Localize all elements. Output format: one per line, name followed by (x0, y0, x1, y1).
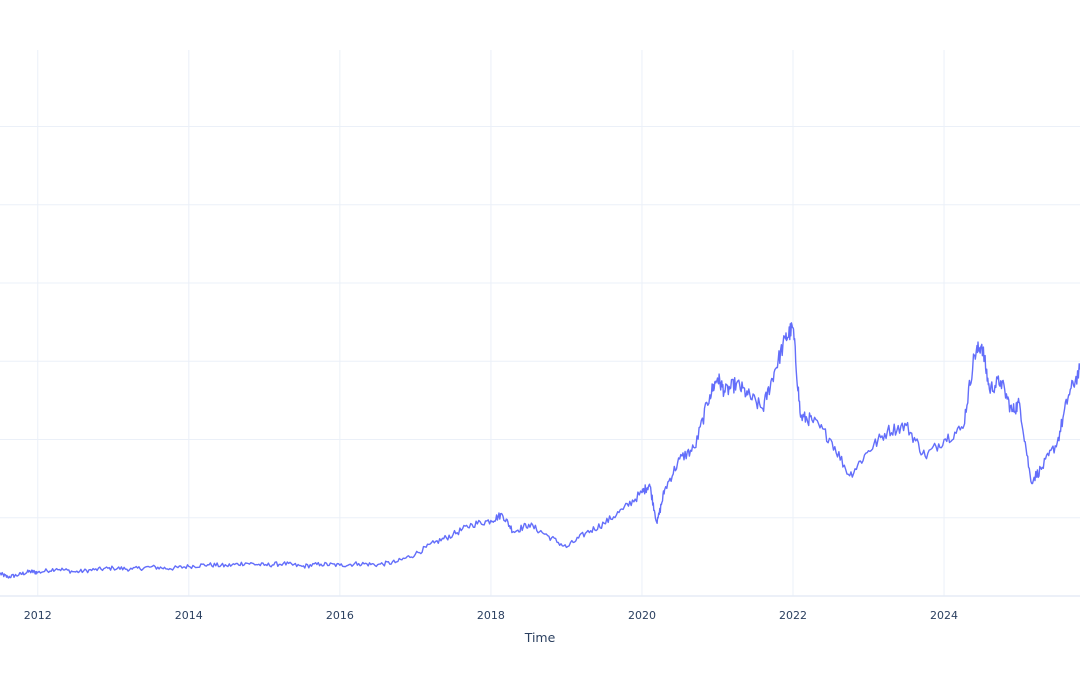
series-layer (0, 322, 1080, 579)
x-axis-ticks: 2012 2014 2016 2018 2020 2022 2024 (24, 609, 958, 622)
x-axis-title: Time (524, 630, 556, 645)
x-tick-label-2016: 2016 (326, 609, 354, 622)
x-tick-label-2018: 2018 (477, 609, 505, 622)
x-tick-label-2022: 2022 (779, 609, 807, 622)
x-tick-label-2012: 2012 (24, 609, 52, 622)
x-tick-label-2024: 2024 (930, 609, 958, 622)
x-tick-label-2020: 2020 (628, 609, 656, 622)
series-line-0 (0, 322, 1080, 579)
grid (0, 50, 1080, 597)
x-tick-label-2014: 2014 (175, 609, 203, 622)
